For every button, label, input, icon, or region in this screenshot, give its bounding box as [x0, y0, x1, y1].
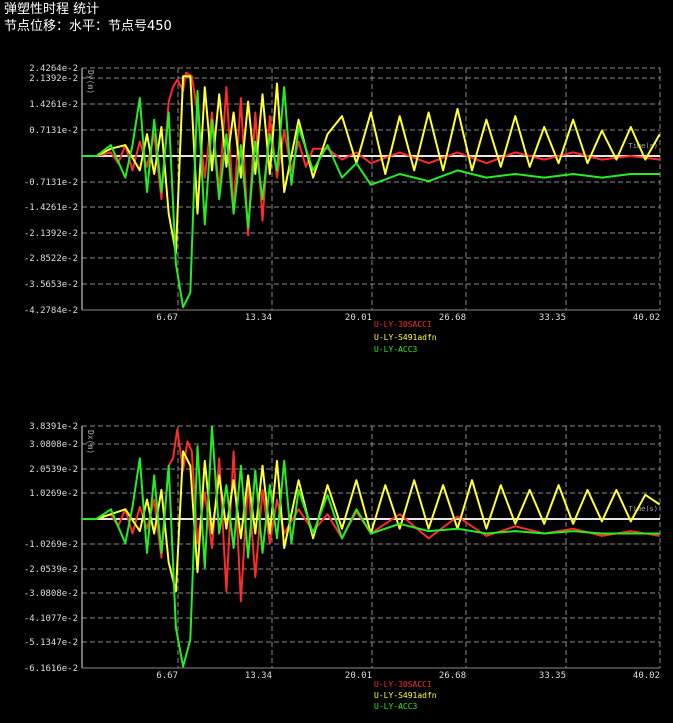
- y-tick-label: 1.4261e-2: [29, 100, 78, 110]
- y-tick-label: 2.4264e-2: [29, 64, 78, 74]
- x-tick-label: 6.67: [156, 313, 178, 323]
- y-tick-label: -6.1616e-2: [24, 664, 78, 674]
- y-tick-label: 2.0539e-2: [29, 465, 78, 475]
- y-tick-label: -3.0808e-2: [24, 589, 78, 599]
- series-line-green: [82, 86, 660, 309]
- y-tick-label: 3.0808e-2: [29, 440, 78, 450]
- x-tick-label: 26.68: [439, 313, 466, 323]
- x-tick-label: 26.68: [439, 671, 466, 681]
- legend-entry: U-LY-30SACC1: [374, 320, 432, 329]
- x-tick-label: 13.34: [245, 671, 272, 681]
- legend-entry: U-LY-ACC3: [374, 345, 418, 354]
- series-line-green: [82, 425, 660, 668]
- y-tick-label: -2.0539e-2: [24, 565, 78, 575]
- y-axis-title: Dy(m): [86, 70, 95, 94]
- y-tick-label: 0.7131e-2: [29, 126, 78, 136]
- chart-subtitle: 节点位移：水平：节点号450: [4, 19, 172, 34]
- legend-entry: U-LY-ACC3: [374, 702, 418, 711]
- x-tick-label: 20.01: [345, 313, 372, 323]
- y-tick-label: -1.0269e-2: [24, 540, 78, 550]
- legend-entry: U-LY-S491adfn: [374, 691, 437, 700]
- x-tick-label: 33.35: [539, 313, 566, 323]
- x-axis-title: Time(s): [628, 142, 658, 150]
- x-tick-label: 40.02: [633, 671, 660, 681]
- x-tick-label: 40.02: [633, 313, 660, 323]
- y-tick-label: -2.8522e-2: [24, 254, 78, 264]
- y-tick-label: 1.0269e-2: [29, 489, 78, 499]
- x-tick-label: 20.01: [345, 671, 372, 681]
- y-tick-label: 2.1392e-2: [29, 74, 78, 84]
- y-tick-label: -0.7131e-2: [24, 178, 78, 188]
- y-tick-label: -3.5653e-2: [24, 280, 78, 290]
- y-tick-label: 3.8391e-2: [29, 422, 78, 432]
- y-tick-label: -5.1347e-2: [24, 638, 78, 648]
- chart-title: 弹塑性时程 统计: [4, 2, 100, 17]
- x-axis-title: Time(s): [628, 505, 658, 513]
- x-tick-label: 6.67: [156, 671, 178, 681]
- series-line-red: [82, 428, 660, 603]
- y-axis-title: Dx(m): [86, 430, 95, 454]
- y-tick-label: -4.1077e-2: [24, 614, 78, 624]
- y-tick-label: -2.1392e-2: [24, 229, 78, 239]
- x-tick-label: 13.34: [245, 313, 272, 323]
- y-tick-label: -4.2784e-2: [24, 306, 78, 316]
- legend-entry: U-LY-S491adfn: [374, 333, 437, 342]
- series-line-yellow: [82, 450, 661, 593]
- x-tick-label: 33.35: [539, 671, 566, 681]
- series-line-yellow: [82, 75, 661, 255]
- legend-entry: U-LY-30SACC1: [374, 680, 432, 689]
- y-tick-label: -1.4261e-2: [24, 203, 78, 213]
